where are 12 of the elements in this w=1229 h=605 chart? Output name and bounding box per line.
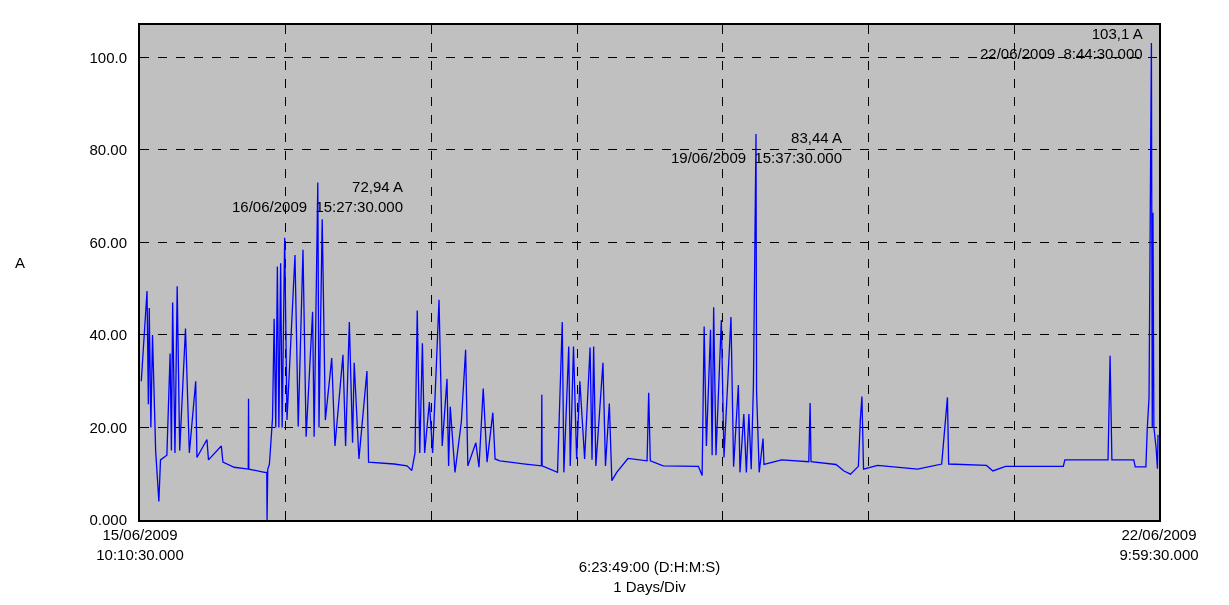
y-tick-label: 20.00 <box>89 418 127 436</box>
y-tick-label: 60.00 <box>89 233 127 251</box>
y-tick-label: 80.00 <box>89 141 127 159</box>
y-axis-title: A <box>15 254 26 271</box>
line-series <box>140 42 1159 520</box>
y-tick-label: 40.00 <box>89 326 127 344</box>
x-tick-label: 15/06/2009 10:10:30.000 <box>96 526 184 563</box>
x-tick-label: 22/06/2009 9:59:30.000 <box>1119 526 1199 563</box>
x-axis-title: 6:23:49:00 (D:H:M:S) 1 Days/Div <box>578 558 721 595</box>
y-tick-label: 100.0 <box>89 48 127 66</box>
annotation: 103,1 A 22/06/2009 8:44:30.000 <box>980 25 1143 62</box>
y-tick-label: 0.000 <box>89 511 127 529</box>
